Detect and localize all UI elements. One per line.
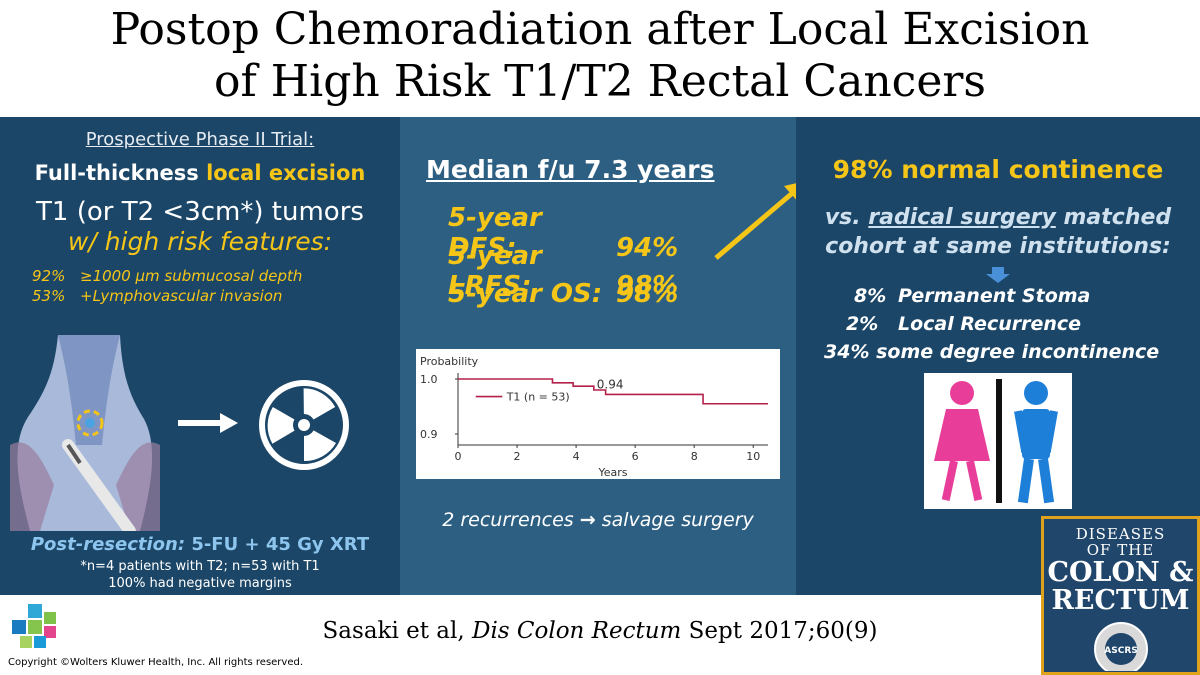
- left-panel: Prospective Phase II Trial: Full-thickne…: [0, 117, 400, 595]
- slide-title: Postop Chemoradiation after Local Excisi…: [0, 4, 1200, 108]
- footnote-patients: *n=4 patients with T2; n=53 with T1: [80, 559, 320, 574]
- tumor-criteria: T1 (or T2 <3cm*) tumors: [36, 197, 364, 227]
- procedure-heading-part2: local excision: [206, 161, 366, 185]
- footnote-margins: 100% had negative margins: [108, 576, 292, 591]
- radical-outcome-2-pct: 2%: [846, 313, 879, 335]
- recurrence-footer-part2: salvage surgery: [595, 509, 754, 531]
- comparison-suffix: matched: [1055, 205, 1172, 230]
- middle-panel: Median f/u 7.3 years 5-year DFS: 94% 5-ye…: [400, 117, 796, 595]
- radical-outcome-3-pct: 34%: [824, 341, 870, 363]
- y-axis-label: Probability: [420, 355, 479, 368]
- right-arrow-icon: [178, 413, 238, 433]
- ascrs-seal-icon: ASCRS: [1094, 622, 1148, 671]
- recurrence-footer: 2 recurrences → salvage surgery: [400, 509, 796, 531]
- kaplan-meier-svg: Probability Years 1.0 0.9 0 2 4 6 8 10 T1 (n = 53)…: [420, 355, 768, 479]
- annotation-label: 0.94: [597, 377, 624, 391]
- comparison-underlined: radical surgery: [868, 205, 1056, 230]
- x-tick-label: 8: [691, 450, 698, 463]
- ascrs-seal-text: ASCRS: [1104, 646, 1137, 656]
- survival-stat-lrfs: 5-year LRFS: 98%: [448, 241, 678, 301]
- comparison-subheading: vs. radical surgery matched cohort at sa…: [796, 203, 1200, 261]
- survival-stat-lrfs-value: 98%: [616, 271, 679, 301]
- survival-stat-dfs-value: 94%: [616, 233, 679, 263]
- procedure-heading: Full-thickness local excision: [0, 161, 400, 185]
- radical-outcome-2: 2% Local Recurrence: [838, 313, 1081, 335]
- citation-journal: Dis Colon Rectum: [472, 618, 682, 644]
- radical-outcome-3-text: some degree incontinence: [876, 341, 1160, 363]
- right-panel: 98% normal continence vs. radical surger…: [796, 117, 1200, 595]
- risk-stat-1-text: ≥1000 μm submucosal depth: [80, 267, 303, 285]
- survival-stat-os-label: 5-year OS:: [448, 279, 603, 309]
- risk-features-heading: w/ high risk features:: [67, 227, 333, 256]
- radical-outcome-1-pct: 8%: [854, 285, 887, 307]
- down-arrow-icon: [986, 267, 1010, 283]
- x-tick-label: 0: [455, 450, 462, 463]
- x-axis-label: Years: [597, 466, 627, 479]
- legend-label: T1 (n = 53): [506, 391, 570, 404]
- radical-outcome-2-text: Local Recurrence: [898, 313, 1082, 335]
- continence-heading: 98% normal continence: [832, 155, 1164, 184]
- survival-stat-lrfs-label: 5-year LRFS:: [448, 241, 542, 301]
- x-tick-label: 6: [632, 450, 639, 463]
- citation: Sasaki et al, Dis Colon Rectum Sept 2017…: [0, 618, 1200, 644]
- trial-type: Prospective Phase II Trial:: [85, 129, 315, 150]
- journal-line-1: DISEASES: [1075, 525, 1166, 543]
- survival-stat-dfs: 5-year DFS: 94%: [448, 203, 678, 263]
- survival-stat-os: 5-year OS: 98%: [448, 279, 678, 309]
- km-curve-0: [458, 378, 768, 405]
- risk-stat-2-pct: 53%: [32, 287, 66, 305]
- wolters-kluwer-logo-icon: [12, 604, 56, 648]
- restroom-people-icon: [934, 379, 1058, 504]
- risk-stat-2-text: +Lymphovascular invasion: [80, 287, 283, 305]
- followup-heading: Median f/u 7.3 years: [426, 155, 715, 184]
- citation-authors: Sasaki et al,: [322, 618, 472, 644]
- recurrence-footer-part1: 2 recurrences: [442, 509, 580, 531]
- post-resection-value: 5-FU + 45 Gy XRT: [191, 534, 370, 555]
- x-tick-label: 4: [573, 450, 580, 463]
- copyright-notice: Copyright ©Wolters Kluwer Health, Inc. A…: [8, 657, 304, 668]
- journal-line-4: RECTUM: [1051, 585, 1190, 616]
- radical-outcome-1: 8% Permanent Stoma: [838, 285, 1090, 307]
- journal-line-3: COLON &: [1047, 557, 1194, 588]
- risk-stat-2: 53% +Lymphovascular invasion: [32, 287, 282, 305]
- risk-stat-1: 92% ≥1000 μm submucosal depth: [32, 267, 302, 285]
- journal-line-2: OF THE: [1086, 541, 1155, 559]
- survival-stat-os-value: 98%: [616, 279, 679, 309]
- journal-cover: DISEASES OF THE COLON & RECTUM ASCRS: [1041, 516, 1200, 675]
- radiation-icon: [259, 380, 349, 470]
- title-line-1: Postop Chemoradiation after Local Excisi…: [110, 4, 1090, 55]
- post-resection-label: Post-resection:: [30, 534, 186, 555]
- citation-details: Sept 2017;60(9): [681, 618, 878, 644]
- title-line-2: of High Risk T1/T2 Rectal Cancers: [214, 56, 986, 107]
- radical-outcome-3: 34% some degree incontinence: [824, 341, 1159, 363]
- x-tick-label: 2: [514, 450, 521, 463]
- kaplan-meier-chart: Probability Years 1.0 0.9 0 2 4 6 8 10 T1 (n = 53)…: [416, 349, 780, 479]
- comparison-line-2: cohort at same institutions:: [825, 234, 1171, 259]
- comparison-line-1: vs. radical surgery matched: [796, 203, 1200, 232]
- restroom-sign: [924, 373, 1072, 509]
- post-resection-regimen: Post-resection: 5-FU + 45 Gy XRT: [0, 534, 400, 555]
- survival-stat-dfs-label: 5-year DFS:: [448, 203, 542, 263]
- comparison-prefix: vs.: [824, 205, 869, 230]
- y-tick-label: 0.9: [420, 428, 438, 441]
- procedure-heading-part1: Full-thickness: [34, 161, 207, 185]
- x-tick-label: 10: [746, 450, 760, 463]
- recurrence-arrow: →: [579, 509, 596, 531]
- rectum-excision-illustration: [10, 335, 160, 531]
- radical-outcome-1-text: Permanent Stoma: [898, 285, 1091, 307]
- y-tick-label: 1.0: [420, 373, 438, 386]
- risk-stat-1-pct: 92%: [32, 267, 66, 285]
